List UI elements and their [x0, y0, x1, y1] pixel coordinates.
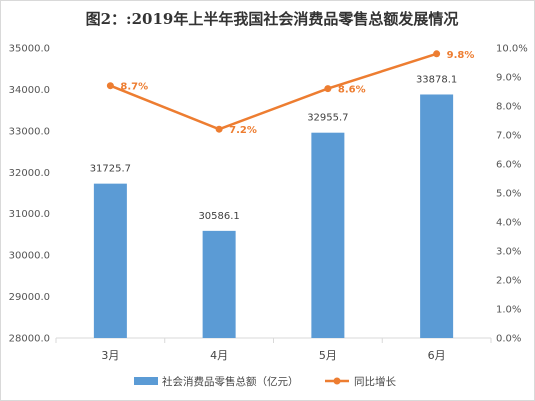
y-left-tick-label: 35000.0: [9, 44, 50, 55]
x-category-label: 6月: [428, 349, 446, 362]
y-right-tick-label: 0.0%: [496, 334, 521, 345]
bar-value-label: 33878.1: [416, 74, 457, 85]
line-series: [106, 50, 441, 133]
bar: [420, 94, 454, 338]
y-right-tick-label: 5.0%: [496, 189, 521, 200]
y-left-tick-label: 33000.0: [9, 126, 50, 137]
y-right-tick-label: 3.0%: [496, 247, 521, 258]
line-point: [433, 50, 441, 58]
x-category-label: 4月: [210, 349, 228, 362]
chart-title: 图2：:2019年上半年我国社会消费品零售总额发展情况: [86, 10, 459, 28]
y-left-tick-label: 31000.0: [9, 209, 50, 220]
x-category-label: 3月: [101, 349, 119, 362]
bar: [202, 230, 236, 338]
line-value-label: 7.2%: [229, 125, 257, 136]
line-value-label: 8.7%: [120, 82, 148, 93]
y-right-tick-label: 9.0%: [496, 73, 521, 84]
line-value-label: 8.6%: [338, 85, 366, 96]
legend: 社会消费品零售总额（亿元） 同比增长: [134, 375, 396, 388]
y-left-tick-label: 28000.0: [9, 334, 50, 345]
line-point: [215, 125, 223, 133]
legend-label-bar: 社会消费品零售总额（亿元）: [162, 375, 299, 388]
y-left-tick-label: 34000.0: [9, 85, 50, 96]
y-right-tick-label: 1.0%: [496, 305, 521, 316]
bar-value-label: 31725.7: [90, 164, 131, 175]
y-right-tick-label: 7.0%: [496, 131, 521, 142]
line-point: [106, 82, 114, 90]
y-right-tick-label: 2.0%: [496, 276, 521, 287]
y-left-tick-label: 30000.0: [9, 251, 50, 262]
bar-series: [93, 94, 454, 338]
bar-value-label: 32955.7: [307, 113, 348, 124]
y-right-tick-label: 8.0%: [496, 102, 521, 113]
bar-value-label: 30586.1: [198, 211, 239, 222]
bar: [93, 183, 127, 338]
x-category-label: 5月: [319, 349, 337, 362]
y-left-tick-label: 32000.0: [9, 168, 50, 179]
growth-line: [109, 52, 438, 131]
bar: [311, 132, 345, 338]
y-right-tick-label: 4.0%: [496, 218, 521, 229]
line-point: [324, 85, 332, 93]
y-left-tick-label: 29000.0: [9, 292, 50, 303]
axes: 28000.0 29000.0 30000.0 31000.0 32000.0 33000…: [9, 44, 528, 363]
legend-swatch-bar: [134, 377, 158, 385]
legend-label-line: 同比增长: [354, 375, 396, 388]
data-labels: 31725.7 30586.1 32955.7 33878.1 8.7% 7.2% 8.6%…: [90, 50, 475, 222]
legend-marker-line: [333, 377, 341, 385]
line-value-label: 9.8%: [447, 50, 475, 61]
y-right-tick-label: 6.0%: [496, 160, 521, 171]
y-right-tick-label: 10.0%: [496, 44, 528, 55]
